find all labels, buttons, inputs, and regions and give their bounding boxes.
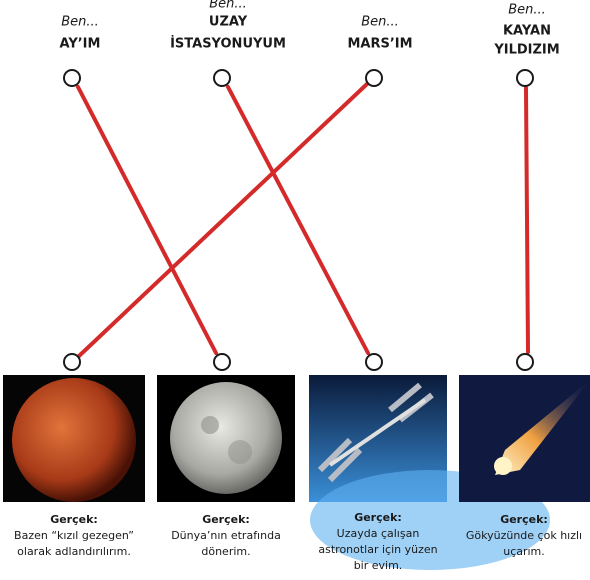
item-prefix: Ben... bbox=[209, 0, 247, 12]
fact-text: Bazen “kızıl gezegen” bbox=[14, 529, 134, 542]
match-line bbox=[228, 87, 368, 353]
fact-heading: Gerçek: bbox=[354, 511, 402, 524]
dot[interactable] bbox=[366, 354, 382, 370]
fact-heading: Gerçek: bbox=[202, 513, 250, 526]
fact-heading: Gerçek: bbox=[50, 513, 98, 526]
item-prefix: Ben... bbox=[361, 15, 399, 30]
dot[interactable] bbox=[214, 70, 230, 86]
fact-text: uçarım. bbox=[503, 545, 545, 558]
item-prefix: Ben... bbox=[61, 15, 99, 30]
item-label: AY’IM bbox=[60, 37, 101, 52]
match-line bbox=[79, 84, 367, 356]
fact-text: Gökyüzünde çok hızlı bbox=[466, 529, 582, 542]
worksheet: Ben... AY’IM Ben... UZAY İSTASYONUYUM Ben... M… bbox=[0, 0, 590, 580]
fact-text: dönerim. bbox=[201, 545, 250, 558]
fact-text: bir evim. bbox=[354, 559, 403, 572]
mars-image bbox=[3, 375, 145, 502]
dot[interactable] bbox=[517, 70, 533, 86]
moon-image bbox=[157, 375, 295, 502]
meteor-image bbox=[459, 375, 590, 502]
match-line bbox=[526, 88, 528, 352]
match-lines bbox=[78, 84, 528, 356]
item-label: İSTASYONUYUM bbox=[170, 36, 286, 52]
dot[interactable] bbox=[64, 354, 80, 370]
fact-heading: Gerçek: bbox=[500, 513, 548, 526]
fact-text: astronotlar için yüzen bbox=[318, 543, 437, 556]
match-line bbox=[78, 87, 216, 353]
dot[interactable] bbox=[214, 354, 230, 370]
item-label: MARS’IM bbox=[347, 37, 412, 52]
dot[interactable] bbox=[517, 354, 533, 370]
dot[interactable] bbox=[366, 70, 382, 86]
fact-text: Uzayda çalışan bbox=[337, 527, 420, 540]
item-prefix: Ben... bbox=[508, 3, 546, 18]
item-label: UZAY bbox=[209, 15, 248, 30]
fact-text: Dünya’nın etrafında bbox=[171, 529, 281, 542]
item-label: YILDIZIM bbox=[493, 43, 559, 58]
item-label: KAYAN bbox=[503, 24, 551, 39]
fact-text: olarak adlandırılırım. bbox=[17, 545, 131, 558]
dot[interactable] bbox=[64, 70, 80, 86]
